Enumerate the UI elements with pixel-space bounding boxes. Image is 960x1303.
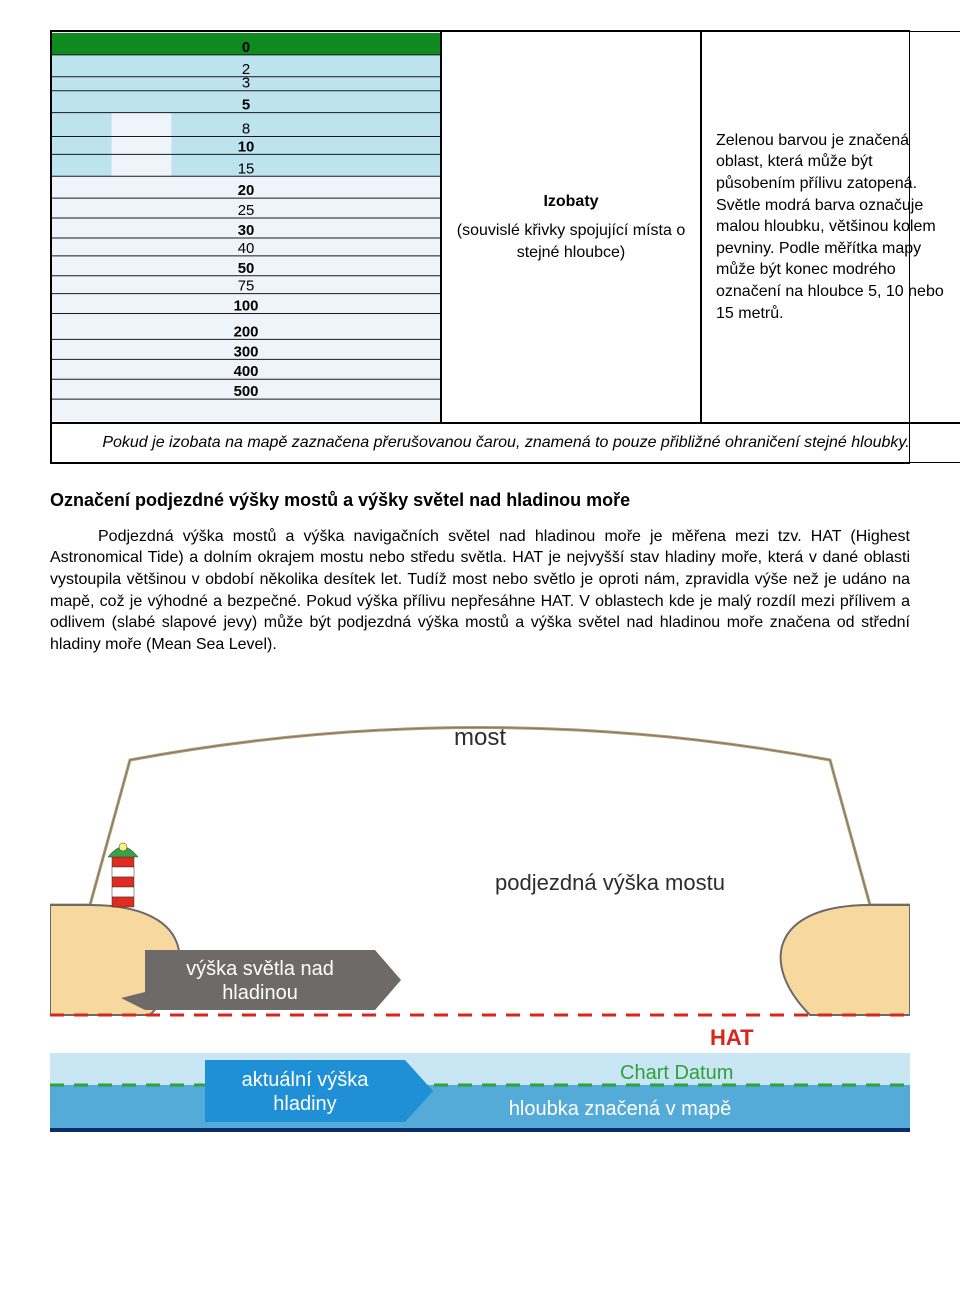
svg-text:podjezdná výška mostu: podjezdná výška mostu: [495, 870, 725, 895]
section-body: Podjezdná výška mostů a výška navigačníc…: [50, 526, 910, 656]
isobath-title: Izobaty: [456, 191, 686, 213]
isobath-explain-cell: Zelenou barvou je značená oblast, která …: [701, 31, 960, 423]
svg-text:hladinou: hladinou: [222, 982, 298, 1004]
svg-text:20: 20: [238, 182, 255, 199]
svg-text:3: 3: [242, 75, 250, 92]
bridge-diagram: výška světla nadhladinouaktuální výškahl…: [50, 675, 910, 1135]
isobath-chart: 023581015202530405075100200300400500: [52, 32, 440, 422]
svg-text:8: 8: [242, 120, 250, 137]
svg-text:15: 15: [238, 160, 255, 177]
svg-text:200: 200: [234, 323, 259, 340]
svg-text:500: 500: [234, 383, 259, 400]
isobath-chart-cell: 023581015202530405075100200300400500: [51, 31, 441, 423]
svg-text:75: 75: [238, 278, 255, 295]
isobath-subtitle: (souvislé křivky spojující místa o stejn…: [456, 220, 686, 263]
svg-text:50: 50: [238, 260, 255, 277]
svg-text:10: 10: [238, 138, 255, 155]
svg-text:hladiny: hladiny: [273, 1093, 336, 1115]
svg-text:40: 40: [238, 240, 255, 257]
isobath-footer-note: Pokud je izobata na mapě zaznačena přeru…: [51, 423, 960, 463]
bridge-diagram-wrap: výška světla nadhladinouaktuální výškahl…: [50, 675, 910, 1135]
isobath-desc-cell: Izobaty (souvislé křivky spojující místa…: [441, 31, 701, 423]
svg-text:400: 400: [234, 363, 259, 380]
isobath-explain-text: Zelenou barvou je značená oblast, která …: [716, 130, 946, 324]
svg-text:0: 0: [242, 39, 250, 56]
svg-text:aktuální výška: aktuální výška: [242, 1069, 370, 1091]
svg-text:výška světla nad: výška světla nad: [186, 958, 334, 980]
svg-text:5: 5: [242, 97, 250, 114]
svg-text:25: 25: [238, 202, 255, 219]
svg-text:hloubka značená v mapě: hloubka značená v mapě: [509, 1098, 731, 1120]
svg-text:30: 30: [238, 222, 255, 239]
svg-text:Chart Datum: Chart Datum: [620, 1062, 733, 1084]
isobath-table: 023581015202530405075100200300400500 Izo…: [50, 30, 910, 464]
section-heading: Označení podjezdné výšky mostů a výšky s…: [50, 488, 910, 512]
svg-text:300: 300: [234, 343, 259, 360]
svg-text:HAT: HAT: [710, 1025, 754, 1050]
svg-text:100: 100: [234, 298, 259, 315]
svg-text:most: most: [454, 724, 506, 751]
